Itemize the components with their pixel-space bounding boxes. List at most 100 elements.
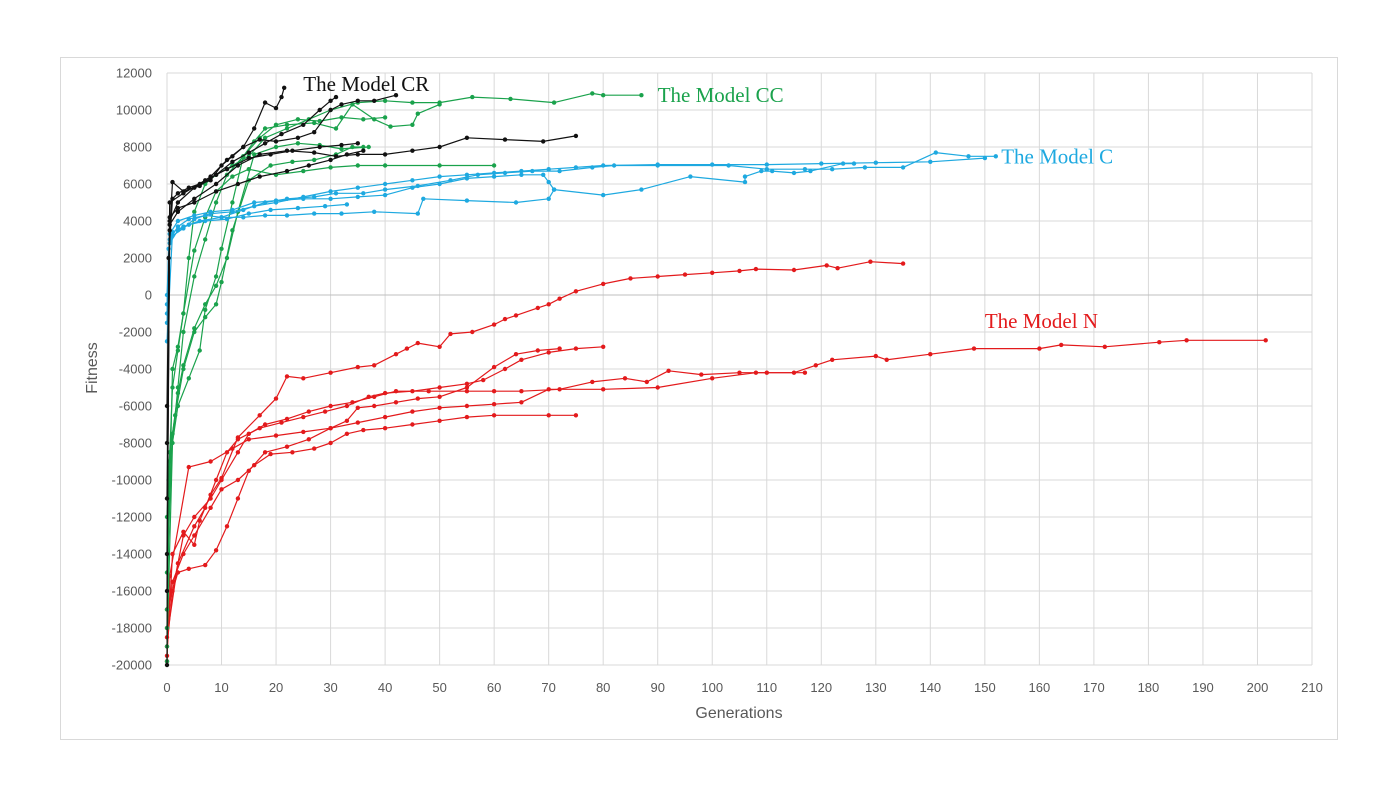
the-model-c-data-point [262, 213, 268, 218]
the-model-cr-data-point [279, 94, 284, 100]
the-model-cc-data-point [213, 283, 219, 288]
the-model-cc-data-point [170, 366, 175, 372]
the-model-n-data-point [830, 357, 835, 362]
the-model-n-data-point [344, 403, 350, 409]
the-model-n-data-point [1037, 346, 1042, 351]
the-model-n-data-point [170, 551, 175, 557]
the-model-c-data-point [491, 174, 497, 179]
the-model-cr-data-point [257, 137, 262, 142]
the-model-cr-data-point [317, 107, 322, 113]
y-tick-label: 2000 [123, 251, 152, 266]
the-model-n-data-point [502, 316, 508, 322]
the-model-cr-data-point [246, 150, 251, 155]
the-model-c-data-point [344, 202, 350, 207]
the-model-n-data-point [301, 429, 306, 435]
the-model-n-data-point [284, 374, 290, 379]
the-model-cc-data-point [181, 311, 186, 316]
the-model-n-data-point [284, 444, 290, 449]
the-model-n-data-point [382, 426, 388, 431]
the-model-cr-data-point [502, 137, 508, 142]
the-model-cc-data-point [192, 326, 197, 331]
the-model-n-data-point [235, 496, 241, 501]
x-tick-label: 130 [865, 680, 887, 695]
the-model-cr-data-point [328, 107, 333, 113]
the-model-c-data-point [175, 218, 181, 224]
the-model-cr-data-point [393, 93, 399, 98]
the-model-c-data-point [410, 178, 415, 183]
the-model-n-data-point [426, 389, 431, 394]
the-model-cr-data-point [333, 94, 339, 100]
the-model-n-data-point [1102, 344, 1108, 349]
the-model-n-data-point [393, 400, 399, 405]
the-model-cc-data-point [262, 135, 268, 140]
the-model-c-data-point [900, 165, 906, 170]
the-model-n-data-point [519, 357, 524, 362]
the-model-n-data-point [868, 259, 873, 264]
the-model-c-data-point [382, 192, 388, 198]
the-model-n-data-point [753, 266, 759, 272]
the-model-n-data-point [824, 263, 829, 268]
the-model-c-data-point [421, 196, 426, 201]
the-model-cc-data-point [410, 122, 415, 128]
the-model-c-data-point [219, 215, 224, 220]
the-model-cr-data-point [312, 150, 317, 155]
the-model-n-data-point [699, 372, 704, 377]
the-model-n-data-point [573, 413, 579, 418]
the-model-n-data-point [224, 450, 230, 455]
the-model-n-data-point [546, 413, 551, 418]
the-model-cc-data-point [333, 126, 339, 131]
the-model-cr-data-point [181, 191, 186, 196]
the-model-n-data-point [519, 389, 524, 394]
the-model-n-data-point [372, 403, 377, 409]
the-model-c-data-point [710, 162, 715, 167]
the-model-cr-data-point [241, 144, 246, 150]
the-model-cc-run-6-line [166, 146, 364, 518]
the-model-n-data-point [284, 416, 290, 422]
the-model-cr-data-point [282, 85, 287, 91]
the-model-cr-data-point [273, 139, 279, 144]
the-model-cr-data-point [170, 179, 175, 185]
y-tick-label: -10000 [112, 473, 152, 488]
the-model-cr-data-point [437, 144, 442, 150]
the-model-cc-data-point [203, 315, 208, 320]
series-labels: The Model N The Model CC The Model C The Mo… [303, 72, 1113, 333]
the-model-n-data-point [464, 389, 470, 394]
the-model-c-data-point [742, 179, 748, 185]
the-model-n-data-point [791, 267, 797, 273]
the-model-n-data-point [235, 477, 241, 483]
the-model-c-data-point [982, 155, 988, 161]
the-model-n-data-point [219, 487, 224, 492]
x-tick-label: 150 [974, 680, 996, 695]
the-model-c-data-point [590, 165, 595, 170]
the-model-n-data-point [448, 331, 453, 337]
the-model-cr-data-point [224, 167, 230, 172]
the-model-n-data-point [170, 579, 175, 584]
the-model-n-data-point [764, 370, 769, 375]
the-model-n-data-point [557, 296, 562, 301]
the-model-c-data-point [355, 185, 360, 190]
the-model-cc-data-point [415, 111, 420, 116]
the-model-n-data-point [257, 413, 262, 418]
the-model-n-data-point [666, 368, 671, 373]
the-model-n-data-point [208, 459, 213, 464]
the-model-cr-data-point [252, 126, 257, 131]
y-tick-label: -8000 [119, 436, 152, 451]
the-model-n-data-point [491, 364, 497, 370]
the-model-c-data-point [328, 189, 333, 194]
the-model-n-data-point [710, 270, 715, 275]
the-model-c-data-point [513, 200, 519, 205]
the-model-c-data-point [410, 185, 415, 190]
the-model-cr-data-point [410, 148, 415, 153]
the-model-n-data-point [900, 261, 906, 266]
x-tick-label: 30 [323, 680, 337, 695]
the-model-cr-data-point [203, 178, 208, 183]
the-model-c-data-point [808, 168, 813, 174]
the-model-n-data-point [491, 389, 497, 394]
the-model-c-data-point [301, 196, 306, 201]
the-model-c-data-point [551, 187, 557, 192]
the-model-cc-data-point [437, 163, 442, 168]
the-model-n-data-point [301, 376, 306, 381]
the-model-n-data-point [644, 379, 649, 385]
the-model-n-run-2-line [166, 261, 904, 656]
the-model-cr-run-5-line [166, 142, 358, 407]
